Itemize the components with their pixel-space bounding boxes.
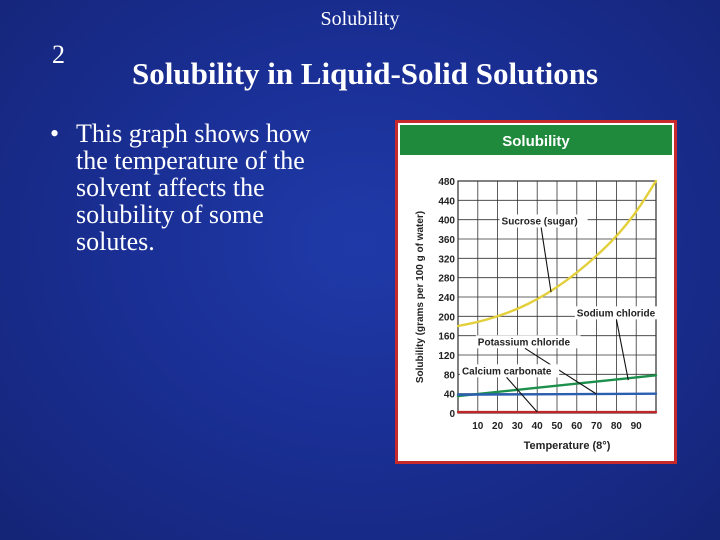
annotation-label: Sucrose (sugar) bbox=[502, 217, 578, 228]
header-title: Solubility bbox=[320, 8, 400, 30]
y-tick-label: 440 bbox=[438, 196, 455, 207]
y-tick-label: 240 bbox=[438, 293, 455, 304]
annotation-background bbox=[499, 214, 588, 228]
chart-header-bar bbox=[400, 125, 672, 155]
y-axis-label: Solubility (grams per 100 g of water) bbox=[415, 211, 426, 383]
annotation-pointer bbox=[506, 376, 538, 413]
y-tick-label: 320 bbox=[438, 254, 455, 265]
bullet-line: the temperature of the bbox=[76, 146, 305, 175]
y-tick-label: 0 bbox=[449, 409, 455, 420]
annotation-background bbox=[574, 306, 663, 320]
bullet-marker: • bbox=[50, 119, 60, 148]
x-tick-label: 90 bbox=[631, 421, 643, 432]
chart-title: Solubility bbox=[502, 133, 570, 150]
y-tick-label: 120 bbox=[438, 351, 455, 362]
x-tick-label: 10 bbox=[472, 421, 484, 432]
solubility-chart: Solubility 0 40 80 120 160 200 240 280 320 360 400 4… bbox=[395, 120, 677, 464]
annotation-pointer bbox=[524, 347, 597, 395]
series-line bbox=[456, 179, 658, 328]
annotation-background bbox=[475, 335, 581, 349]
slide-number: 2 bbox=[52, 40, 65, 69]
x-tick-label: 40 bbox=[532, 421, 544, 432]
series-line bbox=[456, 392, 658, 396]
x-tick-label: 20 bbox=[492, 421, 504, 432]
bullet-point: • This graph shows how the temperature o… bbox=[50, 120, 380, 255]
bullet-line: This graph shows how bbox=[76, 119, 311, 148]
x-tick-label: 50 bbox=[551, 421, 563, 432]
y-tick-label: 160 bbox=[438, 332, 455, 343]
y-tick-label: 80 bbox=[444, 370, 456, 381]
bullet-line: solubility of some bbox=[76, 200, 264, 229]
series-line bbox=[456, 374, 658, 398]
slide-title: Solubility in Liquid-Solid Solutions bbox=[132, 56, 599, 91]
x-tick-label: 60 bbox=[571, 421, 583, 432]
x-tick-label: 30 bbox=[512, 421, 524, 432]
y-tick-label: 40 bbox=[444, 390, 456, 401]
y-tick-label: 480 bbox=[438, 177, 455, 188]
y-tick-label: 400 bbox=[438, 216, 455, 227]
bullet-text: This graph shows how the temperature of … bbox=[76, 120, 380, 255]
x-axis-label: Temperature (8°) bbox=[524, 440, 611, 452]
y-tick-label: 200 bbox=[438, 312, 455, 323]
annotation-label: Potassium chloride bbox=[478, 337, 571, 348]
annotation-pointer bbox=[615, 319, 629, 381]
annotation-background bbox=[459, 364, 560, 378]
x-tick-label: 80 bbox=[611, 421, 623, 432]
y-tick-label: 280 bbox=[438, 274, 455, 285]
annotation-pointer bbox=[540, 227, 552, 293]
annotation-label: Calcium carbonate bbox=[462, 366, 552, 377]
y-tick-label: 360 bbox=[438, 235, 455, 246]
x-tick-label: 70 bbox=[591, 421, 603, 432]
annotation-label: Sodium chloride bbox=[577, 308, 656, 319]
chart-svg: Solubility 0 40 80 120 160 200 240 280 320 360 400 4… bbox=[400, 125, 672, 452]
bullet-line: solutes. bbox=[76, 227, 155, 256]
bullet-line: solvent affects the bbox=[76, 173, 265, 202]
